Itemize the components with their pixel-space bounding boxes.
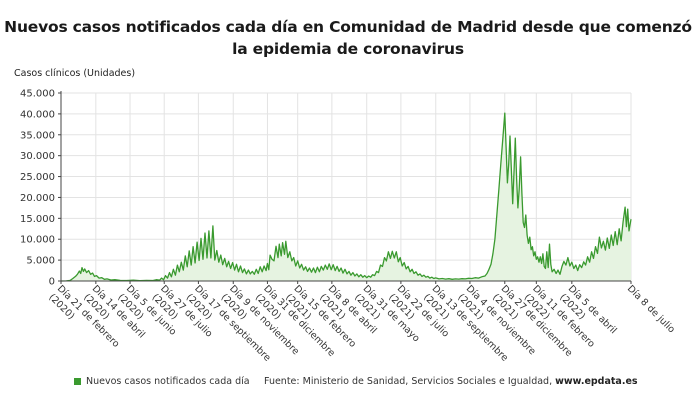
legend-swatch [74, 378, 81, 385]
series-area [60, 112, 632, 282]
y-tick-label: 15.000 [20, 214, 55, 225]
y-tick-label: 35.000 [20, 130, 55, 141]
y-axis-label: Casos clínicos (Unidades) [14, 68, 136, 79]
legend: Nuevos casos notificados cada día [74, 376, 250, 387]
gridlines [61, 92, 632, 281]
y-tick-label: 0 [49, 277, 55, 288]
y-tick-label: 25.000 [20, 172, 55, 183]
x-tick-label: Día 21 de febrero(2020) [46, 283, 121, 358]
y-axis-ticks: 0 5.000 10.000 15.000 20.000 25.000 30.000 35.0… [20, 89, 61, 288]
axes [60, 91, 631, 282]
y-tick-label: 30.000 [20, 151, 55, 162]
source-site[interactable]: www.epdata.es [555, 376, 638, 387]
legend-label: Nuevos casos notificados cada día [86, 376, 250, 387]
y-tick-label: 40.000 [20, 109, 55, 120]
source-note: Fuente: Ministerio de Sanidad, Servicios… [264, 376, 638, 387]
y-tick-label: 20.000 [20, 193, 55, 204]
chart-title: Nuevos casos notificados cada día en Com… [4, 18, 692, 58]
x-axis-ticks: Día 21 de febrero(2020) Día 14 de abril(2… [46, 281, 677, 364]
y-tick-label: 5.000 [26, 256, 55, 267]
y-tick-label: 10.000 [20, 235, 55, 246]
x-tick-label-date: Día 8 de julio [625, 283, 677, 335]
y-tick-label: 45.000 [20, 89, 55, 100]
series-line [60, 112, 632, 282]
x-tick-label: Día 8 de julio [625, 283, 677, 335]
source-text: Fuente: Ministerio de Sanidad, Servicios… [264, 376, 556, 387]
